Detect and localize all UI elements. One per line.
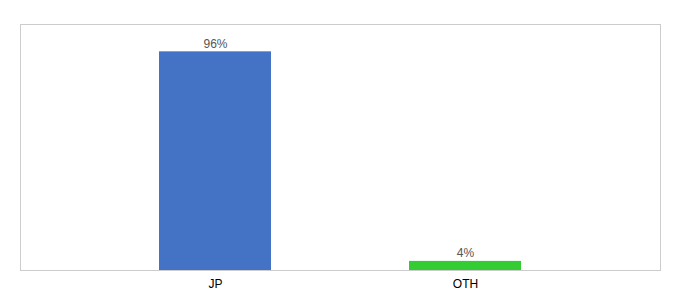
svg-text:JP: JP [208,277,222,291]
svg-text:4%: 4% [457,246,475,260]
svg-text:96%: 96% [203,37,227,51]
svg-text:OTH: OTH [453,277,478,291]
